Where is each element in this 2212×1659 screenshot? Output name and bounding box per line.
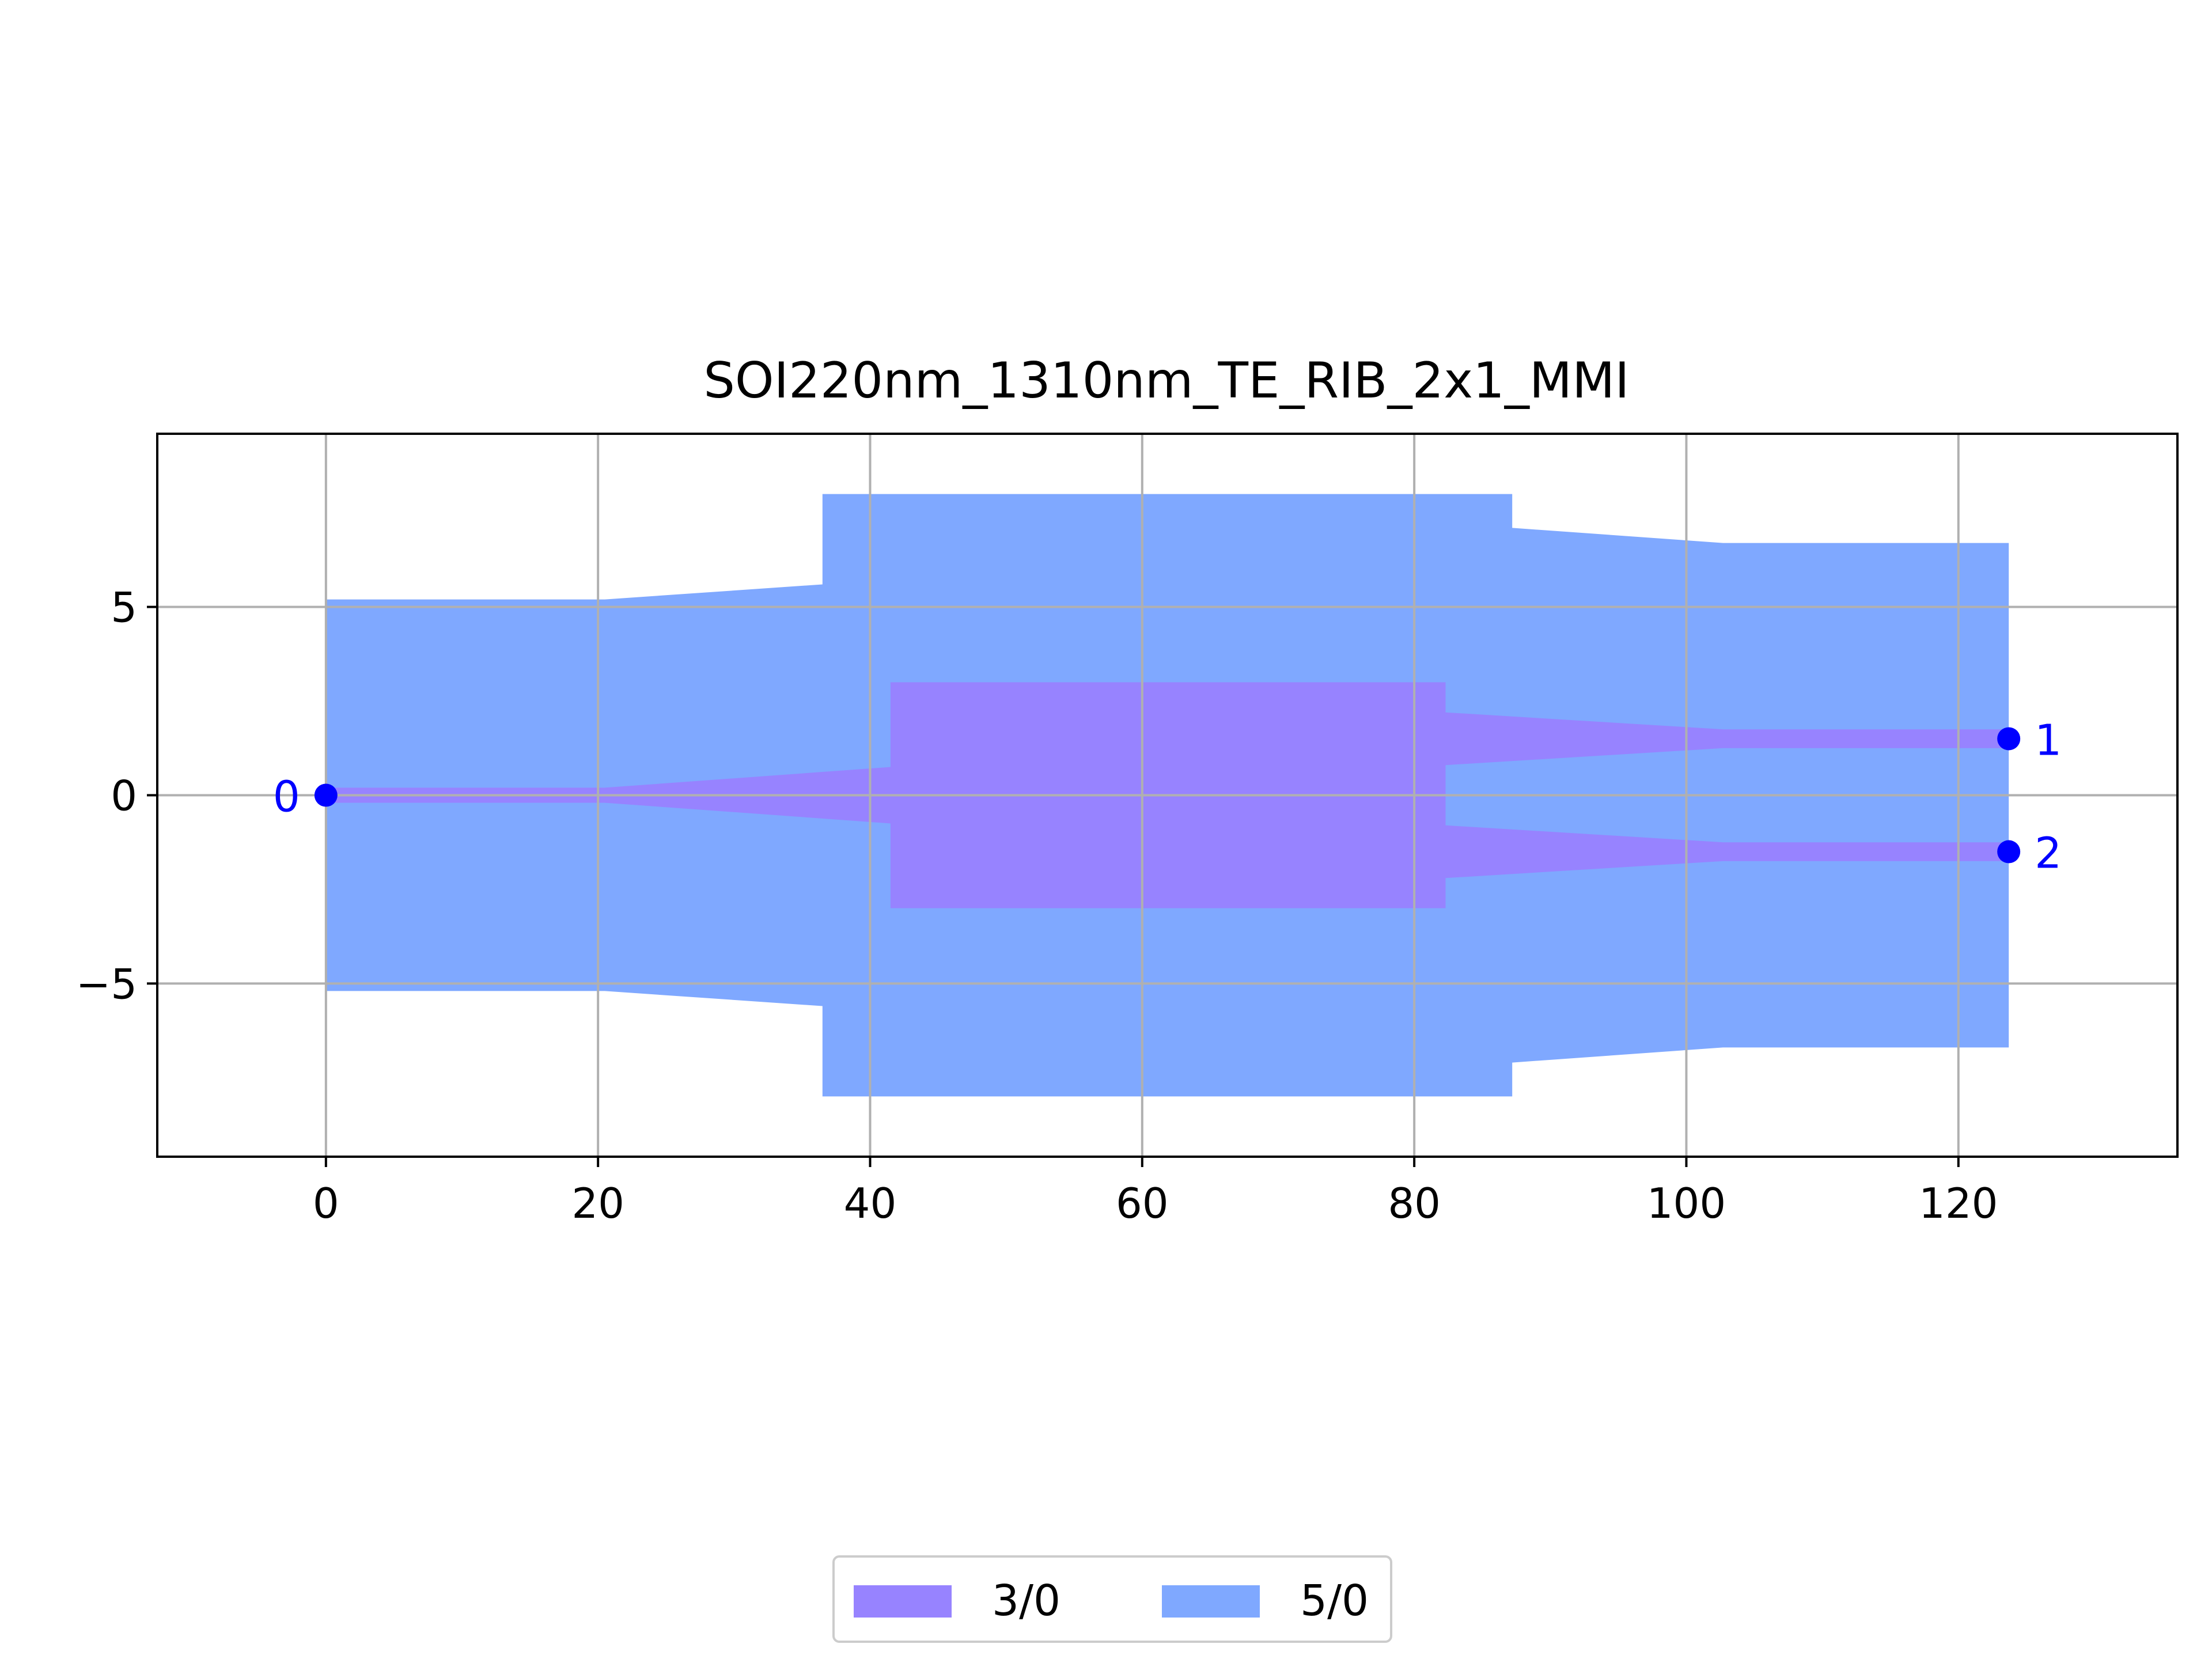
x-tick-label-120: 120	[1919, 1179, 1998, 1228]
chart-title: SOI220nm_1310nm_TE_RIB_2x1_MMI	[703, 352, 1629, 410]
x-tick-label-80: 80	[1388, 1179, 1441, 1228]
x-tick-label-20: 20	[571, 1179, 624, 1228]
y-tick-label-0: 0	[111, 772, 137, 820]
y-tick-label-5: 5	[111, 584, 137, 632]
port-label-1: 1	[2035, 715, 2062, 765]
legend-swatch-3-0	[854, 1585, 952, 1618]
legend-frame	[832, 1555, 1392, 1643]
port-label-2: 2	[2035, 829, 2062, 878]
y-tick-label--5: −5	[76, 960, 137, 1008]
legend-swatch-5-0	[1162, 1585, 1260, 1618]
port-marker-1	[1997, 727, 2021, 751]
legend-label-5-0: 5/0	[1300, 1576, 1369, 1626]
port-label-0: 0	[273, 772, 300, 822]
data-layer	[157, 434, 2177, 1157]
port-marker-2	[1997, 840, 2021, 863]
x-tick-label-60: 60	[1116, 1179, 1169, 1228]
legend: 3/0 5/0	[832, 1555, 1392, 1643]
port-marker-0	[314, 783, 338, 807]
x-tick-label-40: 40	[844, 1179, 897, 1228]
x-tick-label-0: 0	[313, 1179, 339, 1228]
x-tick-label-100: 100	[1647, 1179, 1726, 1228]
legend-label-3-0: 3/0	[992, 1576, 1060, 1626]
